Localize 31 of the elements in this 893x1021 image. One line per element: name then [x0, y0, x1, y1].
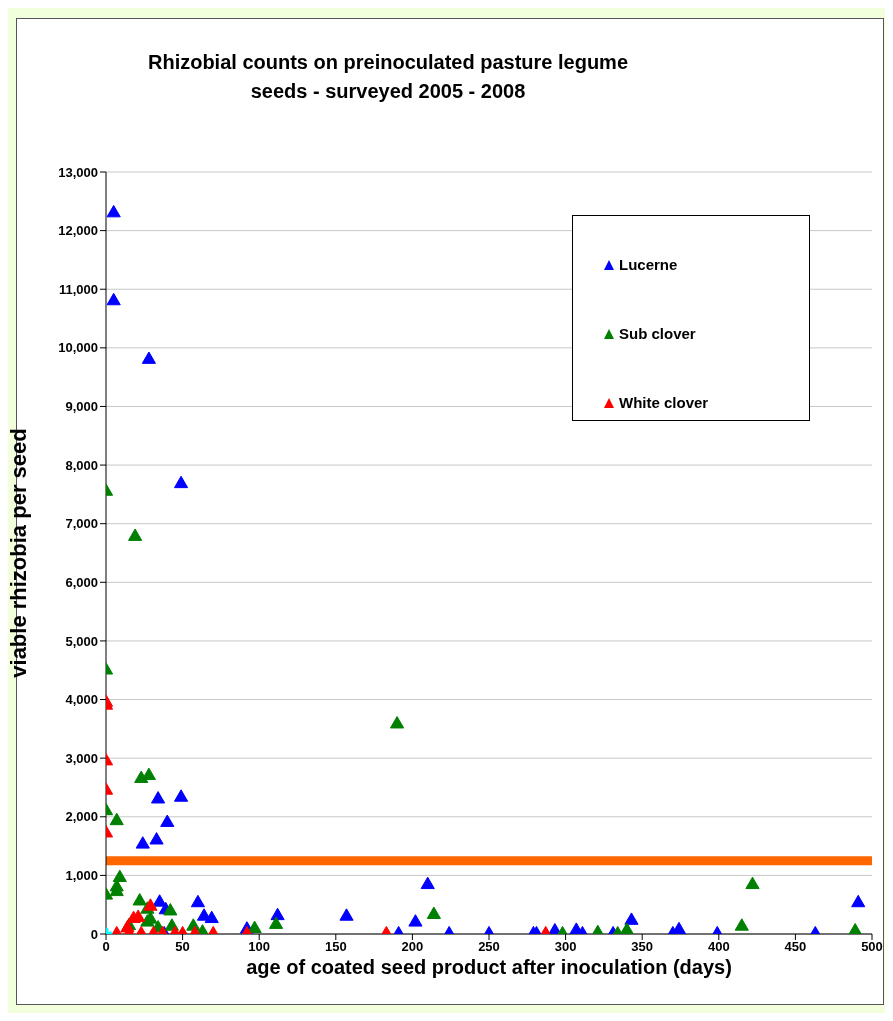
chart-title: Rhizobial counts on preinoculated pasture legume seeds - surveyed 2005 - 2008: [146, 50, 630, 104]
y-tick-label: 5,000: [65, 633, 98, 649]
y-tick-label: 7,000: [65, 516, 98, 532]
x-tick-label: 150: [324, 939, 347, 955]
x-tick-label: 200: [401, 939, 424, 955]
y-tick-label: 3,000: [65, 750, 98, 766]
x-tick-label: 0: [102, 939, 110, 955]
x-tick-label: 300: [554, 939, 577, 955]
x-tick-label: 350: [631, 939, 654, 955]
x-tick-label: 450: [784, 939, 807, 955]
y-axis-title: viable rhizobia per seed: [5, 428, 31, 678]
y-tick-label: 10,000: [58, 340, 98, 356]
x-tick-label: 250: [478, 939, 500, 955]
y-tick-label: 0: [90, 926, 98, 942]
x-tick-label: 500: [861, 939, 883, 955]
y-tick-label: 13,000: [58, 164, 98, 180]
legend-label: White clover: [619, 394, 709, 411]
legend-label: Sub clover: [619, 325, 696, 342]
y-tick-label: 9,000: [65, 399, 98, 415]
x-tick-label: 400: [707, 939, 730, 955]
y-tick-label: 8,000: [65, 457, 98, 473]
x-tick-label: 100: [248, 939, 271, 955]
x-axis-title: age of coated seed product after inoculation (days): [246, 956, 732, 978]
y-tick-label: 1,000: [65, 868, 98, 883]
y-tick-label: 2,000: [65, 809, 98, 825]
y-tick-label: 12,000: [58, 223, 98, 239]
legend-label: Lucerne: [619, 256, 678, 273]
x-tick-label: 50: [175, 939, 190, 955]
y-tick-label: 11,000: [58, 281, 98, 297]
y-tick-label: 6,000: [65, 574, 98, 590]
y-tick-label: 4,000: [65, 692, 98, 708]
